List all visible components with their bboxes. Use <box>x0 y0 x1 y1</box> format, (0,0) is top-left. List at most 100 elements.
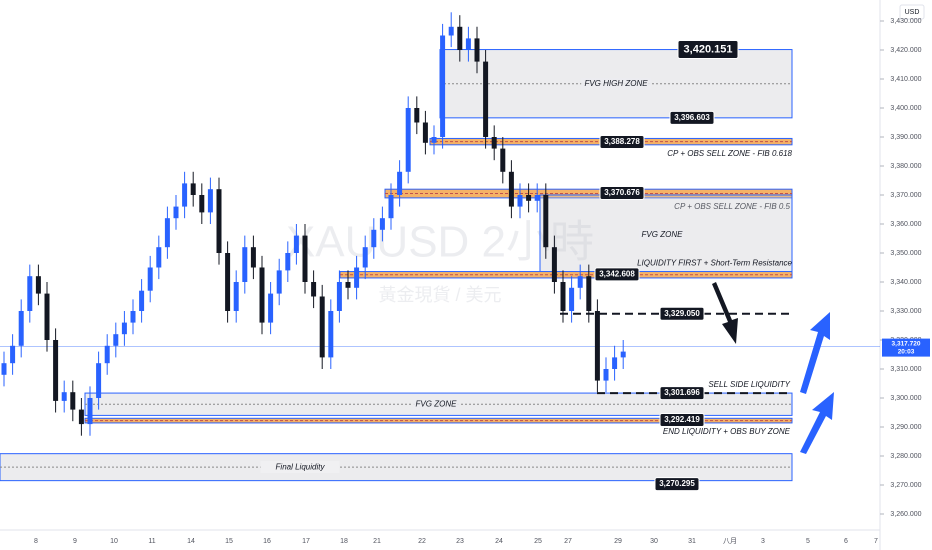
candle-body <box>336 281 342 311</box>
candle-body <box>551 247 557 282</box>
currency: USD <box>905 9 920 16</box>
x-tick-label: 29 <box>614 538 622 545</box>
zone-label: FVG ZONE <box>642 230 684 239</box>
price-tag <box>654 477 700 492</box>
candle-body <box>104 345 110 364</box>
candle-body <box>500 148 506 172</box>
candle-body <box>431 136 437 143</box>
x-tick-label: 八月 <box>723 537 737 545</box>
candle-body <box>61 392 67 401</box>
watermark: XAUUSD 2小時 <box>286 218 594 267</box>
y-tick-label: 3,300.000 <box>890 395 921 402</box>
candle-body <box>182 183 188 207</box>
candle-body <box>130 310 136 323</box>
candle-body <box>362 247 368 268</box>
label-bg <box>581 77 651 90</box>
x-tick-label: 3 <box>761 538 765 545</box>
price-tag-label: 3,396.603 <box>674 113 710 122</box>
candle-body <box>414 107 420 123</box>
candle-body <box>569 287 575 311</box>
currency-box <box>899 4 925 20</box>
zone-label: CP + OBS SELL ZONE - FIB 0.5 <box>674 202 790 211</box>
x-tick-label: 10 <box>110 538 118 545</box>
candle-body <box>216 189 222 253</box>
candle-body <box>319 296 325 358</box>
candle-body <box>199 194 205 213</box>
candle-body <box>233 281 239 311</box>
candle-body <box>491 136 497 149</box>
y-tick-label: 3,430.000 <box>890 18 921 25</box>
arrow-up <box>800 392 834 454</box>
price-tag-label: 3,270.295 <box>659 479 695 488</box>
candle-body <box>1 363 7 375</box>
price-tag <box>677 40 739 60</box>
candle-body <box>96 363 102 398</box>
candle-body <box>577 276 583 288</box>
price-tag <box>659 412 705 427</box>
candle-body <box>156 247 162 268</box>
candle-body <box>250 247 256 268</box>
x-tick-label: 18 <box>340 538 348 545</box>
candle-body <box>242 247 248 282</box>
line-label: SELL SIDE LIQUIDITY <box>708 380 790 389</box>
candle-body <box>440 35 446 137</box>
y-tick-label: 3,400.000 <box>890 105 921 112</box>
candle-body <box>620 351 626 358</box>
candle-body <box>612 357 618 369</box>
candle-body <box>268 293 274 323</box>
y-tick-label: 3,410.000 <box>890 76 921 83</box>
arrow-up <box>800 312 830 394</box>
x-tick-label: 6 <box>844 538 848 545</box>
zone-label: LIQUIDITY FIRST + Short-Term Resistance <box>637 259 792 268</box>
candle-body <box>328 310 334 358</box>
candle-body <box>121 322 127 335</box>
candle-body <box>207 189 213 213</box>
x-tick-label: 21 <box>373 538 381 545</box>
y-tick-label: 3,260.000 <box>890 511 921 518</box>
y-tick-label: 3,290.000 <box>890 424 921 431</box>
y-tick-label: 3,370.000 <box>890 192 921 199</box>
zone-label: FVG HIGH ZONE <box>584 79 648 88</box>
candle-body <box>27 276 33 311</box>
current-price-label: 3,317.720 <box>892 340 921 347</box>
price-tag-label: 3,420.151 <box>684 43 733 55</box>
candle-body <box>517 194 523 207</box>
y-tick-label: 3,280.000 <box>890 453 921 460</box>
price-tags: 3,420.151 3,396.603 3,388.278 3,370.676 3,34… <box>594 40 739 492</box>
candle-body <box>139 290 145 311</box>
label-bg <box>638 228 686 241</box>
x-tick-label: 7 <box>874 538 878 545</box>
candle-body <box>586 276 592 311</box>
y-tick-label: 3,380.000 <box>890 163 921 170</box>
candle-body <box>10 345 16 364</box>
candle-body <box>371 229 377 248</box>
candle-body <box>302 235 308 282</box>
y-tick-label: 3,390.000 <box>890 134 921 141</box>
price-tag <box>669 110 715 125</box>
price-tag <box>594 267 640 282</box>
candle-body <box>70 392 76 410</box>
y-tick-label: 3,340.000 <box>890 279 921 286</box>
y-tick-label: 3,310.000 <box>890 366 921 373</box>
candle-body <box>345 281 351 288</box>
candle-body <box>35 276 41 294</box>
candle-body <box>388 194 394 219</box>
candle-body <box>18 310 24 346</box>
x-tick-label: 16 <box>263 538 271 545</box>
candle-body <box>594 310 600 381</box>
arrow-down <box>712 282 738 344</box>
candle-body <box>53 339 59 401</box>
candle-body <box>190 183 196 195</box>
price-tag <box>599 186 645 201</box>
zone-label: CP + OBS SELL ZONE - FIB 0.618 <box>667 149 792 158</box>
candle-body <box>397 171 403 195</box>
candle-body <box>526 194 532 201</box>
x-tick-label: 17 <box>302 538 310 545</box>
watermark-subtitle: 黃金現貨 / 美元 <box>378 285 501 305</box>
candle-body <box>78 409 84 425</box>
price-tag <box>659 386 705 401</box>
x-tick-label: 14 <box>187 538 195 545</box>
y-tick-label: 3,420.000 <box>890 47 921 54</box>
candle-body <box>259 267 265 323</box>
